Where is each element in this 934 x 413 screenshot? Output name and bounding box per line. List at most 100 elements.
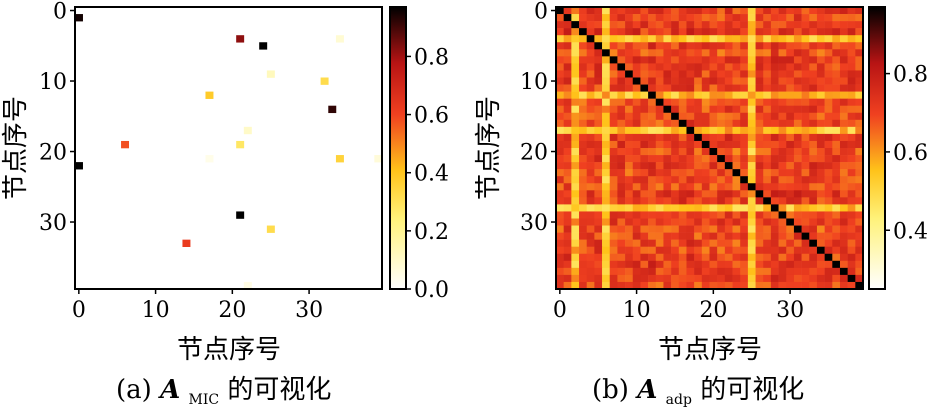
heatmap-cell <box>717 21 726 29</box>
heatmap-cell <box>586 211 595 219</box>
heatmap-cell <box>832 126 841 135</box>
heatmap-cell <box>824 204 833 212</box>
heatmap-cell <box>847 91 856 99</box>
heatmap-cell <box>709 56 718 64</box>
heatmap-cell <box>579 49 587 57</box>
heatmap-cell <box>602 112 611 121</box>
heatmap-cell <box>740 63 749 71</box>
heatmap-cell <box>571 218 580 226</box>
heatmap-cell <box>586 28 595 36</box>
heatmap-cell <box>671 105 680 114</box>
heatmap-cell <box>686 105 695 114</box>
heatmap-cell <box>625 77 634 85</box>
heatmap-cell <box>678 119 687 128</box>
heatmap-cell <box>563 281 572 290</box>
heatmap-cell <box>855 274 864 283</box>
heatmap-cell <box>747 14 756 22</box>
heatmap-cell <box>556 148 564 156</box>
heatmap-cell <box>617 105 626 114</box>
heatmap-cell <box>678 176 687 184</box>
heatmap-cell <box>663 140 672 149</box>
heatmap-cell <box>801 105 810 114</box>
heatmap-cell <box>778 232 787 240</box>
heatmap-cell <box>778 274 787 283</box>
heatmap-cell <box>747 183 756 191</box>
heatmap-cell <box>686 169 695 177</box>
heatmap-cell <box>586 84 595 92</box>
heatmap-cell <box>640 176 649 184</box>
heatmap-cell <box>648 148 657 156</box>
heatmap-cell <box>832 84 841 92</box>
heatmap-cell <box>694 190 703 198</box>
heatmap-cell <box>709 35 718 43</box>
heatmap-cell <box>579 190 587 198</box>
heatmap-cell <box>763 176 772 184</box>
heatmap-cell <box>763 42 772 50</box>
heatmap-cell <box>563 218 572 226</box>
heatmap-cell <box>847 133 856 142</box>
heatmap-cell <box>770 260 779 269</box>
heatmap-cell <box>701 232 710 240</box>
heatmap-cell <box>809 183 818 191</box>
heatmap-cell <box>763 183 772 191</box>
heatmap-cell <box>793 232 802 240</box>
heatmap-cell <box>855 112 864 121</box>
caption-prefix: (b) <box>592 375 637 405</box>
heatmap-cell <box>801 56 810 64</box>
heatmap-cell <box>732 140 741 149</box>
heatmap-cell <box>832 91 841 99</box>
heatmap-cell <box>556 105 564 114</box>
heatmap-cell <box>747 56 756 64</box>
heatmap-cell <box>579 169 587 177</box>
heatmap-cell <box>648 84 657 92</box>
heatmap-cell <box>701 21 710 29</box>
heatmap-cell <box>832 133 841 142</box>
heatmap-cell <box>632 246 641 255</box>
heatmap-cell <box>832 21 841 29</box>
heatmap-cell <box>755 260 764 269</box>
heatmap-cell <box>816 253 825 262</box>
heatmap-cell <box>855 77 864 85</box>
heatmap-cell <box>709 148 718 156</box>
heatmap-cell <box>786 183 795 191</box>
heatmap-cell <box>786 176 795 184</box>
heatmap-cell <box>701 162 710 170</box>
heatmap-cell <box>586 239 595 247</box>
heatmap-cell <box>740 140 749 149</box>
heatmap-cell <box>556 225 564 233</box>
heatmap-cell <box>648 42 657 50</box>
heatmap-cell <box>594 28 603 36</box>
heatmap-cell <box>732 225 741 233</box>
heatmap-cell <box>556 126 564 135</box>
heatmap-cell <box>778 267 787 276</box>
heatmap-cell <box>855 225 864 233</box>
colorbar-tick-label: 0.6 <box>414 104 449 129</box>
heatmap-cell <box>755 28 764 36</box>
heatmap-cell <box>839 91 848 99</box>
heatmap-cell <box>625 70 634 78</box>
heatmap-cell <box>663 14 672 22</box>
heatmap-cell <box>563 246 572 255</box>
heatmap-cell <box>770 148 779 156</box>
heatmap-cell <box>671 155 680 163</box>
heatmap-cell <box>571 126 580 135</box>
heatmap-cell <box>740 148 749 156</box>
heatmap-cell <box>709 176 718 184</box>
heatmap-cell <box>571 112 580 121</box>
heatmap-cell <box>632 28 641 36</box>
heatmap-cell <box>602 183 611 191</box>
heatmap-cell <box>786 91 795 99</box>
heatmap-cell <box>609 140 618 149</box>
heatmap-cell <box>724 225 733 233</box>
heatmap-cell <box>594 77 603 85</box>
heatmap-cell <box>686 281 695 290</box>
heatmap-cell <box>740 183 749 191</box>
heatmap-cell <box>586 42 595 50</box>
heatmap-cell <box>724 169 733 177</box>
heatmap-cell <box>786 35 795 43</box>
heatmap-cell <box>717 197 726 205</box>
heatmap-cell <box>816 162 825 170</box>
heatmap-cell <box>655 140 664 149</box>
heatmap-cell <box>663 274 672 283</box>
heatmap-cell <box>694 218 703 226</box>
